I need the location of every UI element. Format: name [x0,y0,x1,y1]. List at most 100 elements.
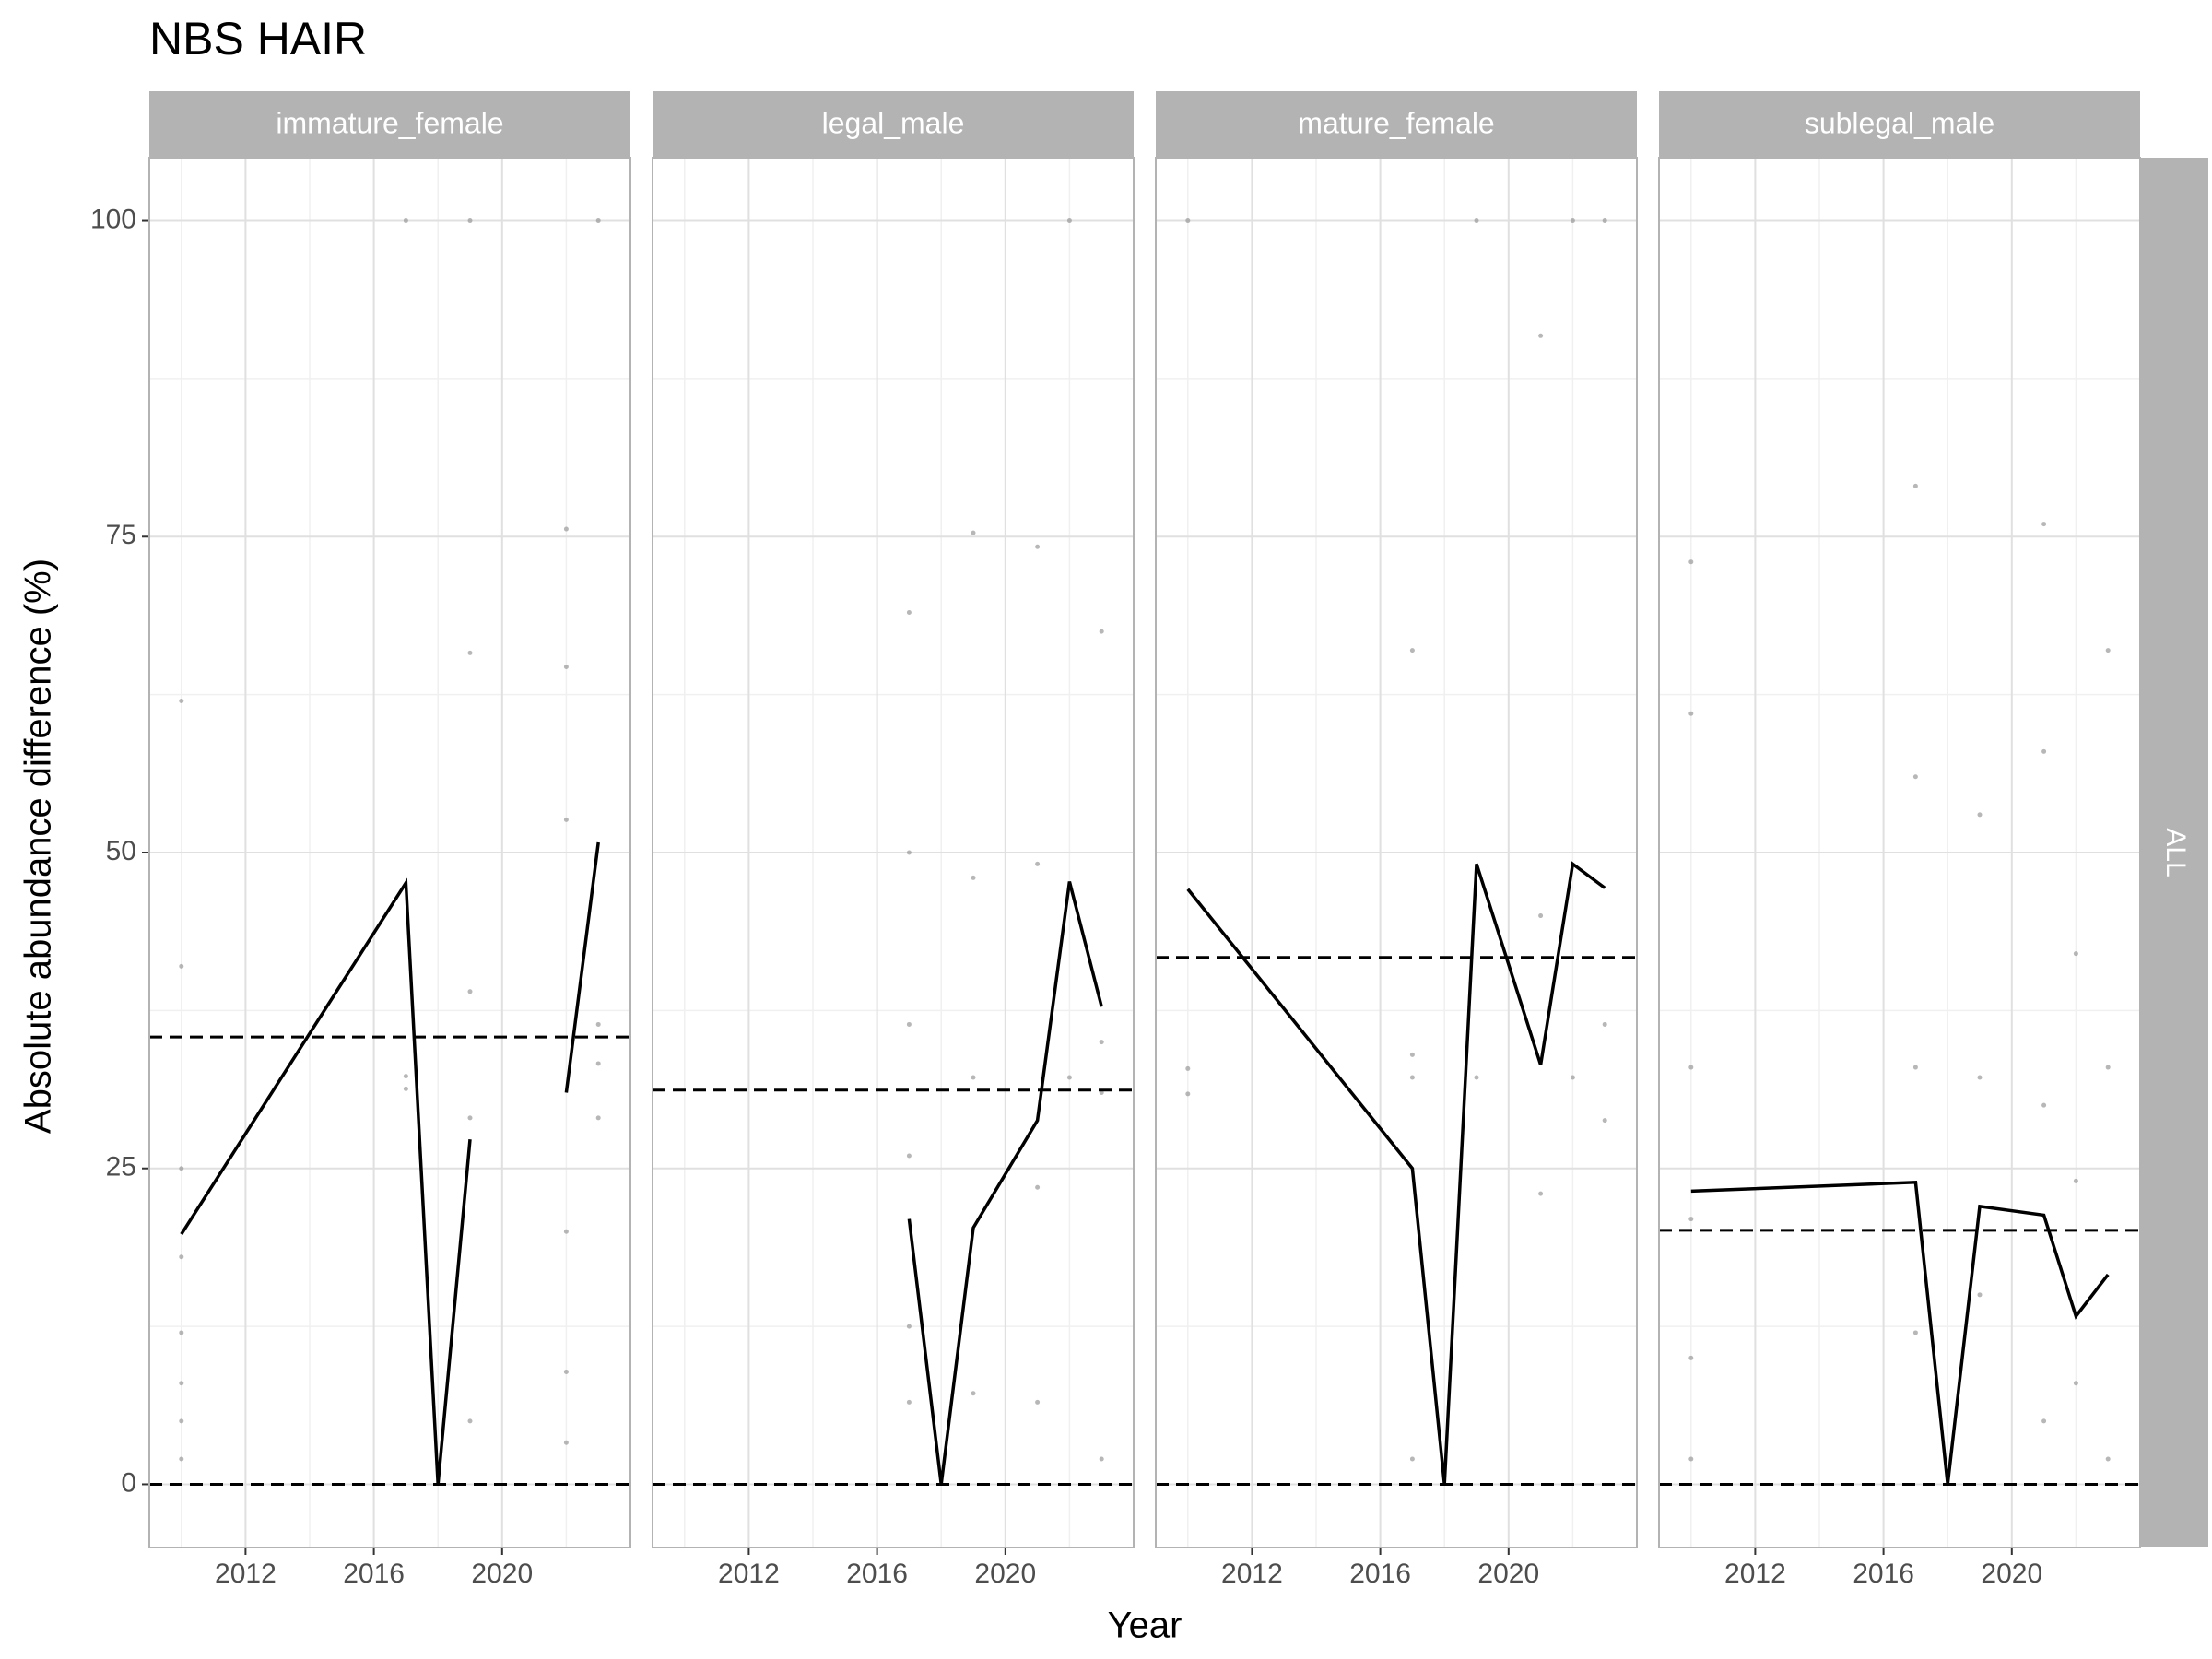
data-point [595,1021,601,1027]
data-point [971,875,976,880]
facet-strip [149,91,630,158]
data-point [1099,1040,1104,1045]
data-point [179,1381,184,1386]
data-point [1912,1065,1918,1070]
data-point [2041,1418,2047,1424]
data-point [467,1115,473,1121]
panel-border [1155,157,1638,1548]
data-point [1688,1217,1694,1222]
data-point [1409,1052,1415,1057]
x-axis-label: Year [1108,1606,1182,1646]
data-point [1688,1456,1694,1462]
data-point [1977,812,1983,818]
data-point [1066,218,1072,224]
x-tick-label: 2016 [1349,1559,1411,1589]
data-point [1977,1292,1983,1298]
data-point [563,1229,569,1234]
data-point [563,1369,569,1374]
data-point [2105,1065,2111,1070]
y-tick-label: 100 [90,204,136,234]
data-point [1035,544,1041,549]
data-point [1409,648,1415,653]
facet-label: mature_female [1298,106,1494,139]
data-point [1688,1355,1694,1360]
row-strip-label: ALL [2160,828,2191,877]
row-strip [2140,158,2208,1547]
data-point [1474,1075,1479,1080]
data-point [2105,648,2111,653]
data-point [2041,1102,2047,1108]
data-point [1538,333,1544,338]
data-point [1099,629,1104,634]
x-tick-label: 2020 [1477,1559,1539,1589]
data-point [906,1399,912,1405]
panel-border [148,157,631,1548]
data-point [1185,1065,1191,1071]
data-point [2041,522,2047,527]
facet-label: immature_female [276,106,503,139]
data-point [179,1418,184,1424]
data-point [1688,711,1694,716]
data-point [1066,1075,1072,1080]
facet-strip [1156,91,1637,158]
facet-strip [1659,91,2140,158]
data-point [1602,218,1607,224]
data-point [467,218,473,224]
data-point [179,1254,184,1260]
data-point [2073,1381,2078,1386]
data-point [1688,559,1694,565]
series-line [1186,861,1606,1485]
x-tick-label: 2020 [471,1559,533,1589]
data-point [906,1153,912,1159]
data-point [1409,1456,1415,1462]
facet-label: legal_male [822,106,965,139]
data-point [595,1061,601,1066]
data-point [467,650,473,655]
y-axis-label: Absolute abundance difference (%) [18,559,59,1134]
data-point [1912,483,1918,488]
data-point [563,1440,569,1445]
data-point [2041,748,2047,754]
data-point [595,1115,601,1121]
series-line [907,881,1103,1485]
data-point [1409,1075,1415,1080]
data-point [1474,218,1479,224]
data-point [1538,1191,1544,1196]
facet-strip [653,91,1134,158]
data-point [1912,1330,1918,1335]
data-point [403,218,408,224]
series-line [180,841,600,1485]
x-tick-label: 2016 [343,1559,405,1589]
data-point [1688,1065,1694,1070]
x-tick-label: 2012 [215,1559,276,1589]
data-point [971,1075,976,1080]
data-point [1570,1075,1575,1080]
data-point [179,1166,184,1171]
data-point [403,1086,408,1091]
data-point [179,1330,184,1335]
data-point [2073,951,2078,957]
panel-border [652,157,1135,1548]
x-tick-label: 2016 [846,1559,908,1589]
data-point [1602,1021,1607,1027]
data-point [467,1418,473,1424]
data-point [179,963,184,969]
chart-title: NBS HAIR [149,13,367,65]
data-point [1977,1075,1983,1080]
y-tick-label: 75 [106,520,136,550]
data-point [179,1456,184,1462]
x-tick-label: 2012 [718,1559,780,1589]
data-point [1602,1118,1607,1124]
x-tick-label: 2012 [1221,1559,1283,1589]
y-tick-label: 0 [121,1467,136,1498]
data-point [563,664,569,669]
data-point [1570,218,1575,224]
data-point [1185,218,1191,224]
data-point [906,610,912,616]
x-tick-label: 2020 [1981,1559,2042,1589]
data-point [2073,1178,2078,1183]
data-point [1035,1184,1041,1190]
x-tick-label: 2012 [1724,1559,1786,1589]
